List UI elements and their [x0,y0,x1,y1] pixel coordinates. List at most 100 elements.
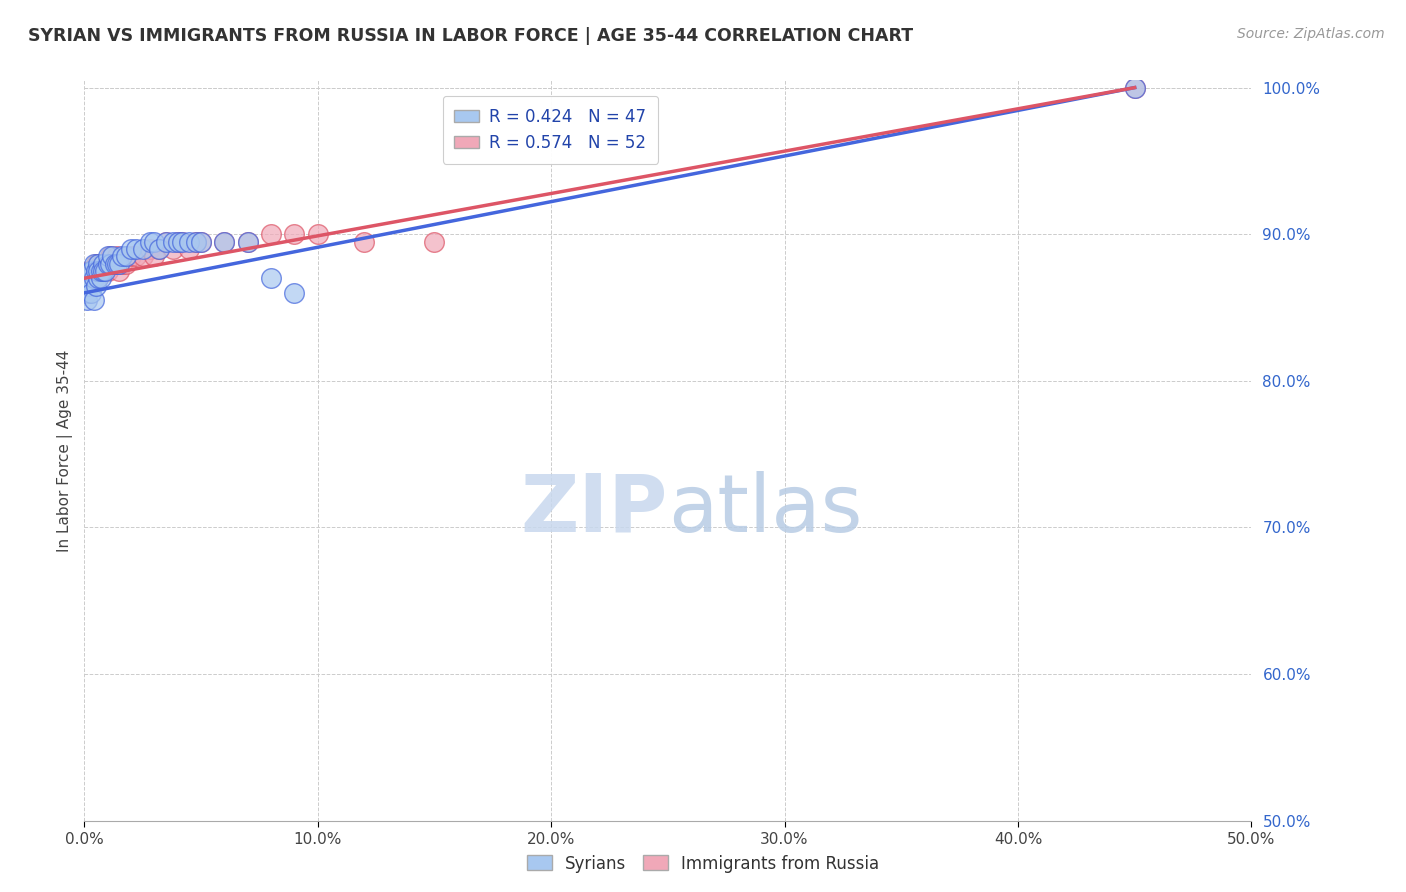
Point [97,264,120,278]
Point [83,271,105,285]
Point [155,235,177,249]
Point [104,256,127,270]
Point [80,264,103,278]
Point [111,249,134,263]
Point [80,285,103,300]
Point [283,227,305,242]
Point [80,264,103,278]
Point [84,256,107,270]
Point [214,235,236,249]
Point [87,264,110,278]
Point [94,264,117,278]
Legend: Syrians, Immigrants from Russia: Syrians, Immigrants from Russia [520,848,886,880]
Point [87,256,110,270]
Point [87,271,110,285]
Point [84,264,107,278]
Point [190,235,212,249]
Point [84,278,107,293]
Text: Source: ZipAtlas.com: Source: ZipAtlas.com [1237,27,1385,41]
Point [172,235,194,249]
Point [94,264,117,278]
Y-axis label: In Labor Force | Age 35-44: In Labor Force | Age 35-44 [58,350,73,551]
Point [162,242,184,256]
Point [186,235,208,249]
Point [143,235,166,249]
Point [236,235,259,249]
Point [132,249,155,263]
Point [97,249,120,263]
Point [138,235,160,249]
Point [214,235,236,249]
Point [83,256,105,270]
Point [84,271,107,285]
Point [91,264,114,278]
Point [98,256,121,270]
Point [260,227,283,242]
Text: atlas: atlas [668,471,862,549]
Point [125,249,148,263]
Point [76,271,98,285]
Point [80,264,103,278]
Point [91,256,114,270]
Point [186,235,208,249]
Point [190,235,212,249]
Point [80,264,103,278]
Point [77,278,100,293]
Point [76,285,98,300]
Point [423,235,446,249]
Point [101,256,124,270]
Point [162,235,184,249]
Point [283,285,305,300]
Point [155,235,177,249]
Point [148,242,170,256]
Point [90,264,112,278]
Point [101,249,124,263]
Point [90,271,112,285]
Point [77,271,100,285]
Legend: R = 0.424   N = 47, R = 0.574   N = 52: R = 0.424 N = 47, R = 0.574 N = 52 [443,96,658,164]
Point [166,235,188,249]
Point [120,242,142,256]
Point [97,256,120,270]
Point [115,256,138,270]
Point [104,256,127,270]
Point [105,256,128,270]
Point [77,278,100,293]
Point [105,249,128,263]
Point [76,285,98,300]
Point [138,242,160,256]
Text: SYRIAN VS IMMIGRANTS FROM RUSSIA IN LABOR FORCE | AGE 35-44 CORRELATION CHART: SYRIAN VS IMMIGRANTS FROM RUSSIA IN LABO… [28,27,914,45]
Point [179,242,201,256]
Point [87,271,110,285]
Point [97,256,120,270]
Point [83,293,105,308]
Text: ZIP: ZIP [520,471,668,549]
Point [76,293,98,308]
Point [120,249,142,263]
Point [84,264,107,278]
Point [91,264,114,278]
Point [91,256,114,270]
Point [236,235,259,249]
Point [115,249,138,263]
Point [132,242,155,256]
Point [87,256,110,270]
Point [87,264,110,278]
Point [166,235,188,249]
Point [98,249,121,263]
Point [148,242,170,256]
Point [179,235,201,249]
Point [111,256,134,270]
Point [353,235,375,249]
Point [125,242,148,256]
Point [108,264,131,278]
Point [83,264,105,278]
Point [108,256,131,270]
Point [77,271,100,285]
Point [83,271,105,285]
Point [1123,80,1146,95]
Point [260,271,283,285]
Point [143,249,166,263]
Point [90,256,112,270]
Point [83,264,105,278]
